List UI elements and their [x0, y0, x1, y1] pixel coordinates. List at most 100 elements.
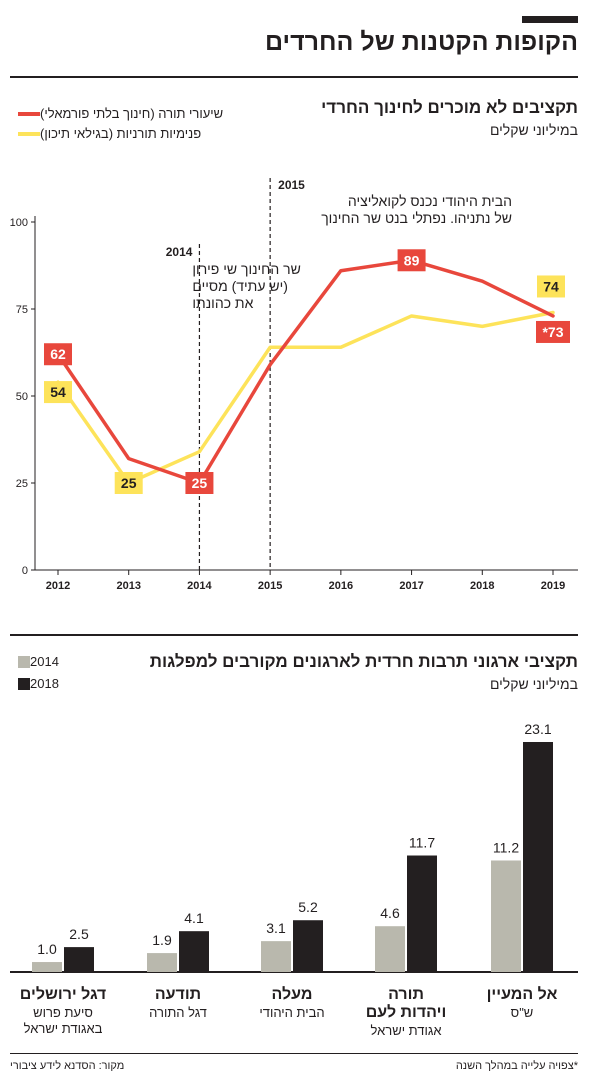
category-parent-4-0: סיעת פרוש [33, 1005, 93, 1020]
x-tick-label-2016: 2016 [329, 580, 353, 592]
bar-value-2018-3: 4.1 [184, 910, 204, 926]
footer-source: מקור: הסדנא לידע ציבורי [10, 1060, 125, 1072]
legend-label-2014: 2014 [30, 654, 59, 669]
x-tick-label-2019: 2019 [541, 580, 565, 592]
category-parent-1-0: אגודת ישראל [370, 1023, 441, 1038]
data-label-box [397, 249, 426, 272]
bar-2018-4 [64, 947, 94, 972]
legend-swatch-red [18, 111, 40, 116]
category-parent-3-0: דגל התורה [149, 1005, 207, 1020]
bar-group-0: 11.2 23.1 [491, 721, 553, 972]
bar-2018-0 [523, 742, 553, 972]
y-tick-label-0: 0 [22, 565, 28, 577]
legend-item-2014: 2014 [10, 654, 59, 669]
bar-group-1: 4.6 11.7 [375, 835, 437, 972]
data-label-text: 25 [192, 475, 208, 491]
category-parent-0-0: ש"ס [511, 1005, 534, 1020]
divider-top [10, 76, 578, 78]
bar-value-2014-3: 1.9 [152, 932, 172, 948]
line-chart-title: תקציבים לא מוכרים לחינוך החרדי [321, 98, 578, 117]
bar-2014-0 [491, 860, 521, 972]
bar-group-3: 1.9 4.1 [147, 910, 209, 972]
y-tick-label-25: 25 [16, 478, 28, 490]
legend-swatch-2018 [18, 677, 30, 690]
legend-label-red: שיעורי תורה (חינוך בלתי פורמאלי) [40, 106, 224, 121]
bar-value-2018-2: 5.2 [298, 899, 318, 915]
bar-2018-1 [407, 855, 437, 972]
annotation-text-2014-2: את כהונתו [192, 295, 253, 311]
data-label-text: 25 [121, 475, 137, 491]
x-tick-label-2013: 2013 [116, 580, 140, 592]
data-label-yellow-2013: 25 [114, 472, 143, 494]
divider-middle [10, 634, 578, 636]
x-tick-label-2014: 2014 [187, 580, 212, 592]
data-label-box [44, 381, 72, 404]
bar-value-2018-0: 23.1 [524, 721, 551, 737]
legend-item-yellow: פנימיות תורניות (בגילאי תיכון) [10, 126, 201, 141]
legend-swatch-2014 [18, 655, 30, 668]
top-accent-bar [522, 16, 578, 23]
y-tick-label-50: 50 [16, 391, 28, 403]
x-tick-label-2015: 2015 [258, 580, 282, 592]
x-tick-label-2017: 2017 [399, 580, 423, 592]
bar-value-2014-2: 3.1 [266, 920, 286, 936]
category-label-2-0: מעלה [272, 985, 313, 1003]
bar-value-2014-4: 1.0 [37, 941, 57, 957]
data-label-yellow-2019: 74 [537, 275, 565, 298]
line-chart: 0 25 50 75 100 2012 2013 2014 2015 2016 2017 2018 20… [10, 178, 578, 592]
data-label-yellow-2012: 54 [44, 381, 72, 404]
bar-2014-3 [147, 953, 177, 972]
annotation-text-2015-0: הבית היהודי נכנס לקואליציה [348, 193, 512, 209]
divider-bottom [10, 1053, 578, 1054]
bar-2014-4 [32, 962, 62, 972]
data-label-text: 89 [404, 252, 420, 268]
data-label-text: 54 [50, 384, 66, 400]
legend-item-red: שיעורי תורה (חינוך בלתי פורמאלי) [10, 106, 223, 121]
bar-value-2014-1: 4.6 [380, 905, 400, 921]
bar-value-2018-4: 2.5 [69, 926, 89, 942]
data-label-text: *73 [542, 324, 563, 340]
data-label-text: 62 [50, 346, 66, 362]
annotation-text-2014-1: (יש עתיד) מסיים [192, 278, 287, 294]
bar-2014-2 [261, 941, 291, 972]
data-label-red-2014: 25 [185, 472, 214, 494]
bar-chart-subtitle: במיליוני שקלים [489, 676, 578, 692]
annotation-text-2015-1: של נתניהו. נפתלי בנט שר החינוך [321, 210, 512, 226]
line-chart-subtitle: במיליוני שקלים [489, 122, 578, 138]
x-tick-label-2012: 2012 [46, 580, 70, 592]
category-parent-4-1: באגודת ישראל [24, 1021, 103, 1036]
data-label-box [185, 472, 214, 494]
data-label-red-2019: *73 [536, 320, 570, 343]
data-label-box [44, 343, 72, 366]
category-label-1-0: תורה [388, 986, 424, 1003]
legend-label-yellow: פנימיות תורניות (בגילאי תיכון) [40, 126, 202, 141]
annotation-text-2014-0: שר החינוך שי פירון [192, 261, 300, 277]
category-parent-2-0: הבית היהודי [259, 1005, 324, 1020]
legend-item-2018: 2018 [10, 676, 59, 691]
bar-value-2018-1: 11.7 [409, 835, 435, 851]
y-tick-label-100: 100 [10, 217, 28, 229]
bar-value-2014-0: 11.2 [493, 839, 519, 855]
annotation-year-2015: 2015 [278, 178, 305, 192]
legend-label-2018: 2018 [30, 676, 59, 691]
bar-group-2: 3.1 5.2 [261, 899, 323, 972]
data-label-red-2017: 89 [397, 249, 426, 272]
bar-chart-title: תקציבי ארגוני תרבות חרדית לארגונים מקורב… [149, 652, 578, 671]
footer-note: *צפויה עלייה במהלך השנה [455, 1060, 578, 1072]
category-label-3-0: תודעה [155, 986, 201, 1003]
bar-2014-1 [375, 926, 405, 972]
bar-2018-2 [293, 920, 323, 972]
annotation-year-2014: 2014 [166, 245, 193, 259]
x-tick-label-2018: 2018 [470, 580, 494, 592]
y-tick-label-75: 75 [16, 304, 28, 316]
bar-group-4: 1.0 2.5 [32, 926, 94, 972]
data-label-box [536, 320, 570, 343]
bar-2018-3 [179, 931, 209, 972]
series-line-red [56, 258, 555, 485]
data-label-text: 74 [543, 278, 559, 294]
category-label-1-1: ויהדות לעם [366, 1003, 447, 1021]
page-title: הקופות הקטנות של החרדים [265, 28, 578, 56]
data-label-box [537, 275, 565, 298]
legend-swatch-yellow [18, 131, 40, 136]
